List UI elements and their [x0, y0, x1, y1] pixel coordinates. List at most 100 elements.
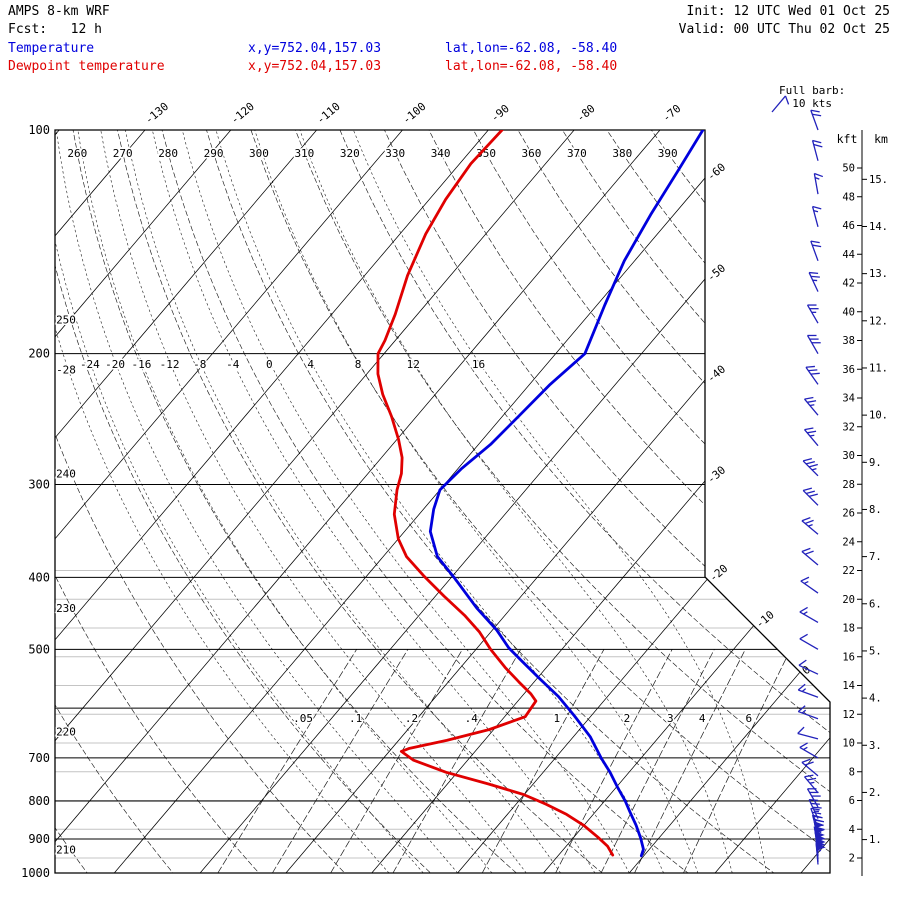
legend-dewpoint-xy: x,y=752.04,157.03	[248, 59, 382, 74]
svg-text:800: 800	[28, 794, 50, 808]
svg-text:14: 14	[842, 680, 855, 692]
model-title: AMPS 8-km WRF	[8, 4, 110, 19]
svg-text:0: 0	[266, 358, 273, 371]
barb-legend-icon	[771, 95, 790, 113]
svg-text:48: 48	[842, 191, 855, 203]
svg-text:270: 270	[113, 147, 133, 160]
svg-text:28: 28	[842, 479, 855, 491]
svg-text:11.: 11.	[869, 362, 888, 374]
svg-text:.2: .2	[405, 712, 418, 725]
svg-text:-10: -10	[753, 608, 777, 631]
svg-text:8.: 8.	[869, 504, 882, 516]
init-time: Init: 12 UTC Wed 01 Oct 25	[686, 4, 891, 19]
svg-text:-50: -50	[705, 262, 729, 285]
svg-text:1.: 1.	[869, 834, 882, 846]
pressure-lines	[55, 130, 830, 873]
svg-text:4: 4	[699, 712, 706, 725]
svg-text:4.: 4.	[869, 693, 882, 705]
svg-text:15.: 15.	[869, 174, 888, 186]
svg-text:km: km	[874, 132, 888, 146]
wind-barbs	[797, 109, 826, 865]
svg-text:32: 32	[842, 421, 855, 433]
dewpoint-trace	[376, 130, 615, 857]
barb-legend: Full barb: 10 kts	[779, 84, 845, 110]
svg-text:340: 340	[431, 147, 451, 160]
svg-text:390: 390	[658, 147, 678, 160]
svg-text:-20: -20	[105, 358, 125, 371]
svg-text:40: 40	[842, 306, 855, 318]
svg-text:700: 700	[28, 751, 50, 765]
svg-text:5.: 5.	[869, 645, 882, 657]
svg-text:350: 350	[476, 147, 496, 160]
svg-text:44: 44	[842, 249, 855, 261]
svg-text:2: 2	[624, 712, 631, 725]
svg-text:9.: 9.	[869, 457, 882, 469]
height-lines	[55, 570, 830, 859]
svg-text:360: 360	[522, 147, 542, 160]
svg-text:10: 10	[842, 738, 855, 750]
svg-text:210: 210	[56, 844, 76, 857]
svg-text:300: 300	[28, 478, 50, 492]
svg-text:370: 370	[567, 147, 587, 160]
height-axis: kft km50484644424038363432302826242220181…	[837, 130, 888, 876]
svg-text:46: 46	[842, 220, 855, 232]
svg-text:-28: -28	[56, 363, 76, 376]
svg-text:13.: 13.	[869, 268, 888, 280]
svg-text:-8: -8	[193, 358, 206, 371]
svg-text:400: 400	[28, 570, 50, 584]
svg-text:10.: 10.	[869, 410, 888, 422]
legend-dewpoint-latlon: lat,lon=-62.08, -58.40	[445, 59, 618, 74]
barb-legend-line1: Full barb:	[779, 84, 846, 97]
svg-text:230: 230	[56, 602, 76, 615]
svg-text:38: 38	[842, 335, 855, 347]
svg-text:-24: -24	[80, 358, 100, 371]
svg-text:6.: 6.	[869, 598, 882, 610]
svg-text:2.: 2.	[869, 787, 882, 799]
svg-text:8: 8	[849, 766, 855, 778]
svg-text:500: 500	[28, 642, 50, 656]
svg-text:.1: .1	[349, 712, 362, 725]
svg-text:-30: -30	[705, 464, 729, 487]
svg-text:.05: .05	[293, 712, 313, 725]
svg-text:30: 30	[842, 450, 855, 462]
svg-text:-70: -70	[660, 102, 684, 125]
barb-legend-line2: 10 kts	[792, 97, 832, 110]
svg-text:220: 220	[56, 726, 76, 739]
svg-text:-100: -100	[400, 100, 429, 127]
svg-text:7.: 7.	[869, 551, 882, 563]
svg-text:12: 12	[407, 358, 420, 371]
moist-adiabats	[55, 130, 767, 873]
svg-text:50: 50	[842, 163, 855, 175]
svg-text:kft: kft	[837, 132, 858, 146]
svg-text:-90: -90	[488, 102, 512, 125]
svg-text:24: 24	[842, 536, 855, 548]
svg-text:6: 6	[849, 795, 855, 807]
svg-text:2: 2	[849, 853, 855, 865]
svg-text:8: 8	[355, 358, 362, 371]
svg-text:240: 240	[56, 468, 76, 481]
svg-text:-80: -80	[574, 102, 598, 125]
svg-text:-120: -120	[228, 100, 257, 127]
svg-text:16: 16	[472, 358, 485, 371]
forecast-hour: Fcst: 12 h	[8, 22, 102, 37]
svg-text:-110: -110	[314, 100, 343, 127]
svg-text:18: 18	[842, 623, 855, 635]
svg-text:4: 4	[307, 358, 314, 371]
sounding-traces	[376, 130, 705, 858]
svg-text:-60: -60	[705, 161, 729, 184]
svg-text:310: 310	[294, 147, 314, 160]
svg-text:290: 290	[204, 147, 224, 160]
svg-text:250: 250	[56, 314, 76, 327]
svg-text:280: 280	[158, 147, 178, 160]
svg-text:330: 330	[385, 147, 405, 160]
svg-text:-20: -20	[707, 562, 731, 585]
valid-time: Valid: 00 UTC Thu 02 Oct 25	[678, 22, 890, 37]
svg-text:300: 300	[249, 147, 269, 160]
svg-text:12.: 12.	[869, 315, 888, 327]
temperature-trace	[428, 130, 705, 858]
isotherms	[55, 130, 830, 873]
svg-text:260: 260	[67, 147, 87, 160]
svg-text:22: 22	[842, 565, 855, 577]
